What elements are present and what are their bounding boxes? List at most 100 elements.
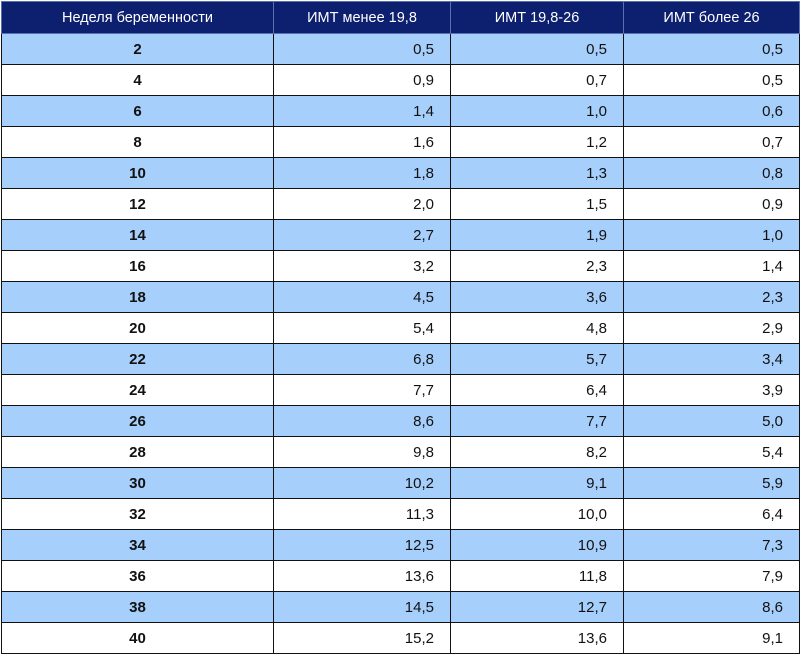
bmi-high-cell: 5,0 [623, 405, 800, 437]
bmi-low-cell: 3,2 [273, 250, 451, 282]
bmi-normal-cell: 2,3 [450, 250, 624, 282]
bmi-high-cell: 8,6 [623, 591, 800, 623]
bmi-high-cell: 0,9 [623, 188, 800, 220]
bmi-high-cell: 7,3 [623, 529, 800, 561]
week-cell: 20 [1, 312, 274, 344]
bmi-low-cell: 0,5 [273, 33, 451, 65]
week-cell: 12 [1, 188, 274, 220]
table-row: 40 15,2 13,6 9,1 [1, 622, 800, 654]
bmi-normal-cell: 11,8 [450, 560, 624, 592]
table-header-row: Неделя беременности ИМТ менее 19,8 ИМТ 1… [1, 1, 800, 34]
bmi-low-cell: 10,2 [273, 467, 451, 499]
bmi-normal-cell: 9,1 [450, 467, 624, 499]
bmi-normal-cell: 10,0 [450, 498, 624, 530]
week-cell: 32 [1, 498, 274, 530]
bmi-normal-cell: 1,9 [450, 219, 624, 251]
bmi-normal-cell: 3,6 [450, 281, 624, 313]
table-row: 36 13,6 11,8 7,9 [1, 560, 800, 592]
bmi-low-cell: 2,7 [273, 219, 451, 251]
bmi-high-cell: 0,6 [623, 95, 800, 127]
header-bmi-low: ИМТ менее 19,8 [273, 1, 451, 34]
week-cell: 18 [1, 281, 274, 313]
bmi-high-cell: 1,0 [623, 219, 800, 251]
table-row: 8 1,6 1,2 0,7 [1, 126, 800, 158]
bmi-high-cell: 3,9 [623, 374, 800, 406]
bmi-normal-cell: 13,6 [450, 622, 624, 654]
bmi-low-cell: 7,7 [273, 374, 451, 406]
bmi-high-cell: 5,9 [623, 467, 800, 499]
bmi-high-cell: 6,4 [623, 498, 800, 530]
bmi-high-cell: 0,5 [623, 33, 800, 65]
week-cell: 4 [1, 64, 274, 96]
bmi-low-cell: 1,4 [273, 95, 451, 127]
bmi-low-cell: 13,6 [273, 560, 451, 592]
bmi-normal-cell: 10,9 [450, 529, 624, 561]
bmi-high-cell: 9,1 [623, 622, 800, 654]
table-row: 10 1,8 1,3 0,8 [1, 157, 800, 189]
bmi-high-cell: 1,4 [623, 250, 800, 282]
table-row: 34 12,5 10,9 7,3 [1, 529, 800, 561]
bmi-high-cell: 5,4 [623, 436, 800, 468]
bmi-low-cell: 11,3 [273, 498, 451, 530]
bmi-normal-cell: 1,3 [450, 157, 624, 189]
bmi-low-cell: 15,2 [273, 622, 451, 654]
table-row: 28 9,8 8,2 5,4 [1, 436, 800, 468]
week-cell: 2 [1, 33, 274, 65]
bmi-normal-cell: 1,0 [450, 95, 624, 127]
table-row: 16 3,2 2,3 1,4 [1, 250, 800, 282]
table-row: 18 4,5 3,6 2,3 [1, 281, 800, 313]
bmi-normal-cell: 0,7 [450, 64, 624, 96]
bmi-normal-cell: 1,5 [450, 188, 624, 220]
header-bmi-high: ИМТ более 26 [623, 1, 800, 34]
bmi-low-cell: 14,5 [273, 591, 451, 623]
bmi-low-cell: 1,8 [273, 157, 451, 189]
table-row: 32 11,3 10,0 6,4 [1, 498, 800, 530]
bmi-high-cell: 0,5 [623, 64, 800, 96]
bmi-normal-cell: 0,5 [450, 33, 624, 65]
bmi-normal-cell: 5,7 [450, 343, 624, 375]
bmi-normal-cell: 4,8 [450, 312, 624, 344]
bmi-low-cell: 12,5 [273, 529, 451, 561]
table-row: 24 7,7 6,4 3,9 [1, 374, 800, 406]
week-cell: 8 [1, 126, 274, 158]
bmi-low-cell: 9,8 [273, 436, 451, 468]
bmi-normal-cell: 1,2 [450, 126, 624, 158]
week-cell: 16 [1, 250, 274, 282]
bmi-low-cell: 6,8 [273, 343, 451, 375]
bmi-high-cell: 2,3 [623, 281, 800, 313]
table-row: 26 8,6 7,7 5,0 [1, 405, 800, 437]
week-cell: 24 [1, 374, 274, 406]
table-row: 22 6,8 5,7 3,4 [1, 343, 800, 375]
bmi-high-cell: 3,4 [623, 343, 800, 375]
week-cell: 36 [1, 560, 274, 592]
bmi-high-cell: 2,9 [623, 312, 800, 344]
week-cell: 10 [1, 157, 274, 189]
bmi-low-cell: 1,6 [273, 126, 451, 158]
bmi-low-cell: 0,9 [273, 64, 451, 96]
table-row: 30 10,2 9,1 5,9 [1, 467, 800, 499]
week-cell: 34 [1, 529, 274, 561]
bmi-normal-cell: 12,7 [450, 591, 624, 623]
week-cell: 26 [1, 405, 274, 437]
table-row: 2 0,5 0,5 0,5 [1, 33, 800, 65]
bmi-low-cell: 4,5 [273, 281, 451, 313]
table-row: 6 1,4 1,0 0,6 [1, 95, 800, 127]
table-row: 4 0,9 0,7 0,5 [1, 64, 800, 96]
bmi-low-cell: 2,0 [273, 188, 451, 220]
bmi-high-cell: 0,8 [623, 157, 800, 189]
bmi-normal-cell: 6,4 [450, 374, 624, 406]
bmi-high-cell: 0,7 [623, 126, 800, 158]
bmi-low-cell: 5,4 [273, 312, 451, 344]
bmi-normal-cell: 8,2 [450, 436, 624, 468]
table-row: 38 14,5 12,7 8,6 [1, 591, 800, 623]
header-bmi-normal: ИМТ 19,8-26 [450, 1, 624, 34]
header-week: Неделя беременности [1, 1, 274, 34]
week-cell: 30 [1, 467, 274, 499]
table-body: 2 0,5 0,5 0,5 4 0,9 0,7 0,5 6 1,4 1,0 0,6 8 1,6 1,2 0,7… [1, 33, 800, 654]
week-cell: 22 [1, 343, 274, 375]
week-cell: 28 [1, 436, 274, 468]
table-row: 12 2,0 1,5 0,9 [1, 188, 800, 220]
bmi-high-cell: 7,9 [623, 560, 800, 592]
table-row: 20 5,4 4,8 2,9 [1, 312, 800, 344]
